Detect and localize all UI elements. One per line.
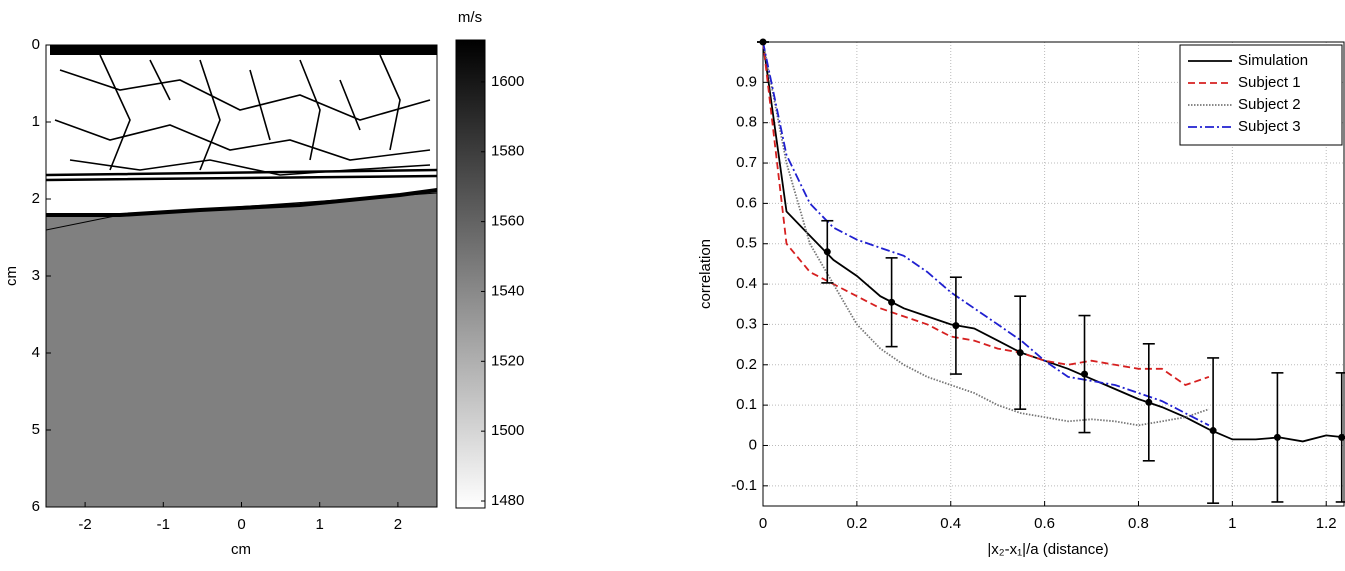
x-tick-label: 0.2 [846, 515, 867, 532]
x-tick-label: 1 [316, 516, 324, 533]
y-tick-label: 6 [32, 498, 40, 515]
y-tick-label: 4 [32, 344, 40, 361]
y-tick-label: 5 [32, 421, 40, 438]
y-axis-label: cm [3, 266, 20, 286]
line [762, 41, 1345, 443]
colorbar-tick-label: 1520 [491, 352, 524, 369]
point [759, 38, 767, 46]
colorbar-tick-label: 1540 [491, 282, 524, 299]
legend-label: Subject 1 [1238, 74, 1301, 91]
x-tick-label: 0.6 [1034, 515, 1055, 532]
point [888, 298, 896, 306]
x-tick-label: 1.2 [1316, 515, 1337, 532]
colorbar-label: m/s [458, 9, 482, 26]
point [823, 248, 831, 256]
y-tick-label: 0 [749, 436, 757, 453]
y-tick-label: 0.6 [736, 194, 757, 211]
point [1273, 433, 1281, 441]
x-tick-label: 1 [1228, 515, 1236, 532]
tissue-image [46, 45, 437, 507]
x-tick-label: 0.8 [1128, 515, 1149, 532]
line [762, 41, 1210, 427]
y-tick-label: 3 [32, 267, 40, 284]
y-tick-label: 0.5 [736, 235, 757, 252]
point [952, 322, 960, 330]
x-tick-label: 0 [237, 516, 245, 533]
colorbar-tick-label: 1600 [491, 73, 524, 90]
point [1081, 370, 1089, 378]
point [1145, 398, 1153, 406]
legend-label: Subject 3 [1238, 118, 1301, 135]
x-tick-label: -2 [78, 516, 91, 533]
plot-frame [762, 41, 1345, 507]
x-axis-label: cm [231, 541, 251, 558]
y-tick-label: 1 [32, 113, 40, 130]
y-axis-label: correlation [697, 239, 714, 309]
x-axis-label: |x₂-x₁|/a (distance) [987, 541, 1108, 558]
x-tick-label: 0 [759, 515, 767, 532]
point [1338, 433, 1345, 441]
legend-label: Simulation [1238, 52, 1308, 69]
point [1016, 349, 1024, 357]
point [1209, 427, 1217, 435]
line [762, 41, 1210, 427]
colorbar-tick-label: 1580 [491, 143, 524, 160]
y-tick-label: 0.3 [736, 315, 757, 332]
y-tick-label: 0.8 [736, 114, 757, 131]
y-tick-label: 0.1 [736, 396, 757, 413]
colorbar [455, 39, 486, 509]
y-tick-label: 2 [32, 190, 40, 207]
y-tick-label: -0.1 [731, 477, 757, 494]
x-tick-label: 2 [394, 516, 402, 533]
y-tick-label: 0 [32, 36, 40, 53]
colorbar-tick-label: 1480 [491, 492, 524, 509]
colorbar-tick-label: 1500 [491, 422, 524, 439]
y-tick-label: 0.7 [736, 154, 757, 171]
colorbar-tick-label: 1560 [491, 213, 524, 230]
y-tick-label: 0.4 [736, 275, 757, 292]
y-tick-label: 0.2 [736, 356, 757, 373]
y-tick-label: 0.9 [736, 73, 757, 90]
x-tick-label: -1 [157, 516, 170, 533]
x-tick-label: 0.4 [940, 515, 961, 532]
legend-label: Subject 2 [1238, 96, 1301, 113]
line [762, 41, 1210, 386]
